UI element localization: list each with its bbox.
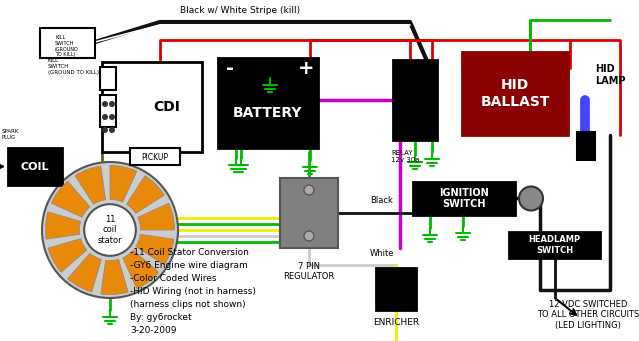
Bar [100,95,116,127]
Text: Black: Black [370,196,393,205]
Wedge shape [68,253,102,292]
Text: 11
coil
stator: 11 coil stator [98,215,122,245]
Wedge shape [135,234,174,265]
Circle shape [102,101,108,107]
Circle shape [109,127,115,133]
Text: -HID Wiring (not in harness): -HID Wiring (not in harness) [130,287,256,296]
Text: 3-20-2009: 3-20-2009 [130,326,176,335]
Bar [280,178,338,248]
Text: -GY6 Engine wire diagram: -GY6 Engine wire diagram [130,261,248,270]
Circle shape [519,187,543,210]
Text: White: White [370,249,394,258]
Bar [376,268,416,310]
Bar [8,148,62,185]
Circle shape [84,204,136,256]
Bar [130,148,180,165]
Text: (harness clips not shown): (harness clips not shown) [130,300,245,309]
Wedge shape [127,176,164,213]
Circle shape [109,114,115,120]
Text: ENRICHER: ENRICHER [373,318,419,327]
Text: Black w/ White Stripe (kill): Black w/ White Stripe (kill) [180,6,300,15]
Text: 12 VDC SWITCHED
TO ALL OTHER CIRCUITS
(LED LIGHTING): 12 VDC SWITCHED TO ALL OTHER CIRCUITS (L… [537,300,639,330]
Bar [577,132,595,160]
Text: HEADLAMP
SWITCH: HEADLAMP SWITCH [528,235,581,255]
Text: KILL
SWITCH
(GROUND TO KILL): KILL SWITCH (GROUND TO KILL) [48,58,99,75]
Text: IGNITION
SWITCH: IGNITION SWITCH [439,188,489,209]
Circle shape [304,185,314,195]
Wedge shape [45,212,81,239]
Text: RELAY
12v 30a: RELAY 12v 30a [391,150,419,163]
Wedge shape [101,260,128,295]
Wedge shape [75,166,105,204]
Text: CDI: CDI [153,100,180,114]
Bar [393,60,437,140]
Bar [509,232,600,258]
Text: -11 Coil Stator Conversion: -11 Coil Stator Conversion [130,248,249,257]
Text: SPARK
PLUG: SPARK PLUG [2,129,19,140]
Circle shape [304,231,314,241]
Bar [40,28,95,58]
Wedge shape [138,203,174,230]
Circle shape [102,114,108,120]
Text: PICKUP: PICKUP [141,152,169,162]
Text: BATTERY: BATTERY [233,106,303,120]
Text: +: + [298,59,314,77]
Text: HID
BALLAST: HID BALLAST [481,78,550,108]
Circle shape [42,162,178,298]
Text: 7 PIN
REGULATOR: 7 PIN REGULATOR [283,262,335,281]
Text: HID
LAMP: HID LAMP [595,64,626,86]
Circle shape [102,127,108,133]
Wedge shape [48,239,87,272]
Text: -Color Coded Wires: -Color Coded Wires [130,274,217,283]
Bar [100,67,116,90]
Text: By: gy6rocket: By: gy6rocket [130,313,192,322]
Bar [413,182,515,215]
Bar [462,52,568,135]
Wedge shape [123,250,159,289]
Wedge shape [110,165,137,202]
Text: -: - [226,59,234,77]
Text: COIL: COIL [20,162,49,172]
Text: KILL
SWITCH
(GROUND
TO KILL): KILL SWITCH (GROUND TO KILL) [55,35,79,57]
Bar [218,58,318,148]
Circle shape [109,101,115,107]
Bar [102,62,202,152]
Wedge shape [51,181,90,217]
